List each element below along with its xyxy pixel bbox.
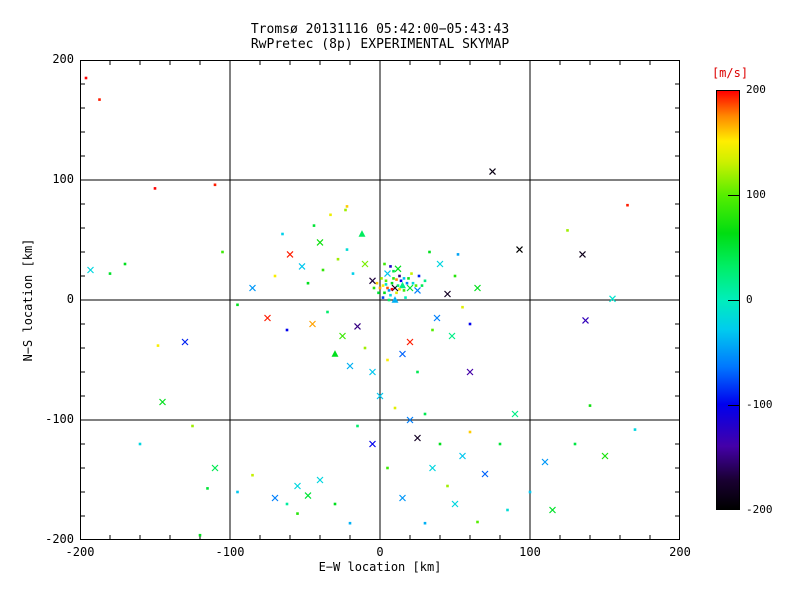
- x-tick-label: 200: [669, 545, 691, 559]
- colorbar-unit-label: [m/s]: [711, 66, 749, 80]
- colorbar-tick-label: 200: [746, 83, 766, 96]
- colorbar-tick-mark: [728, 90, 739, 91]
- colorbar-tick-mark: [728, 195, 739, 196]
- colorbar-tick-label: -100: [746, 398, 773, 411]
- colorbar-tick-mark: [728, 300, 739, 301]
- x-tick-label: -100: [215, 545, 245, 559]
- colorbar-tick-mark: [728, 509, 739, 510]
- colorbar-tick-mark: [728, 405, 739, 406]
- colorbar-tick-label: -200: [746, 503, 773, 516]
- x-tick-label: 0: [376, 545, 384, 559]
- y-tick-label: 100: [52, 172, 74, 186]
- scatter-plot-area: [80, 60, 680, 540]
- plot-title: Tromsø 20131116 05:42:00−05:43:43: [250, 22, 510, 37]
- x-tick-label: -200: [65, 545, 95, 559]
- y-tick-label: 0: [66, 292, 74, 306]
- x-axis-label: E−W location [km]: [318, 560, 442, 574]
- plot-subtitle: RwPretec (8p) EXPERIMENTAL SKYMAP: [250, 37, 510, 52]
- y-tick-label: -200: [45, 532, 74, 546]
- x-tick-label: 100: [519, 545, 541, 559]
- y-tick-label: 200: [52, 52, 74, 66]
- y-tick-label: -100: [45, 412, 74, 426]
- colorbar-tick-label: 0: [746, 293, 753, 306]
- colorbar-tick-label: 100: [746, 188, 766, 201]
